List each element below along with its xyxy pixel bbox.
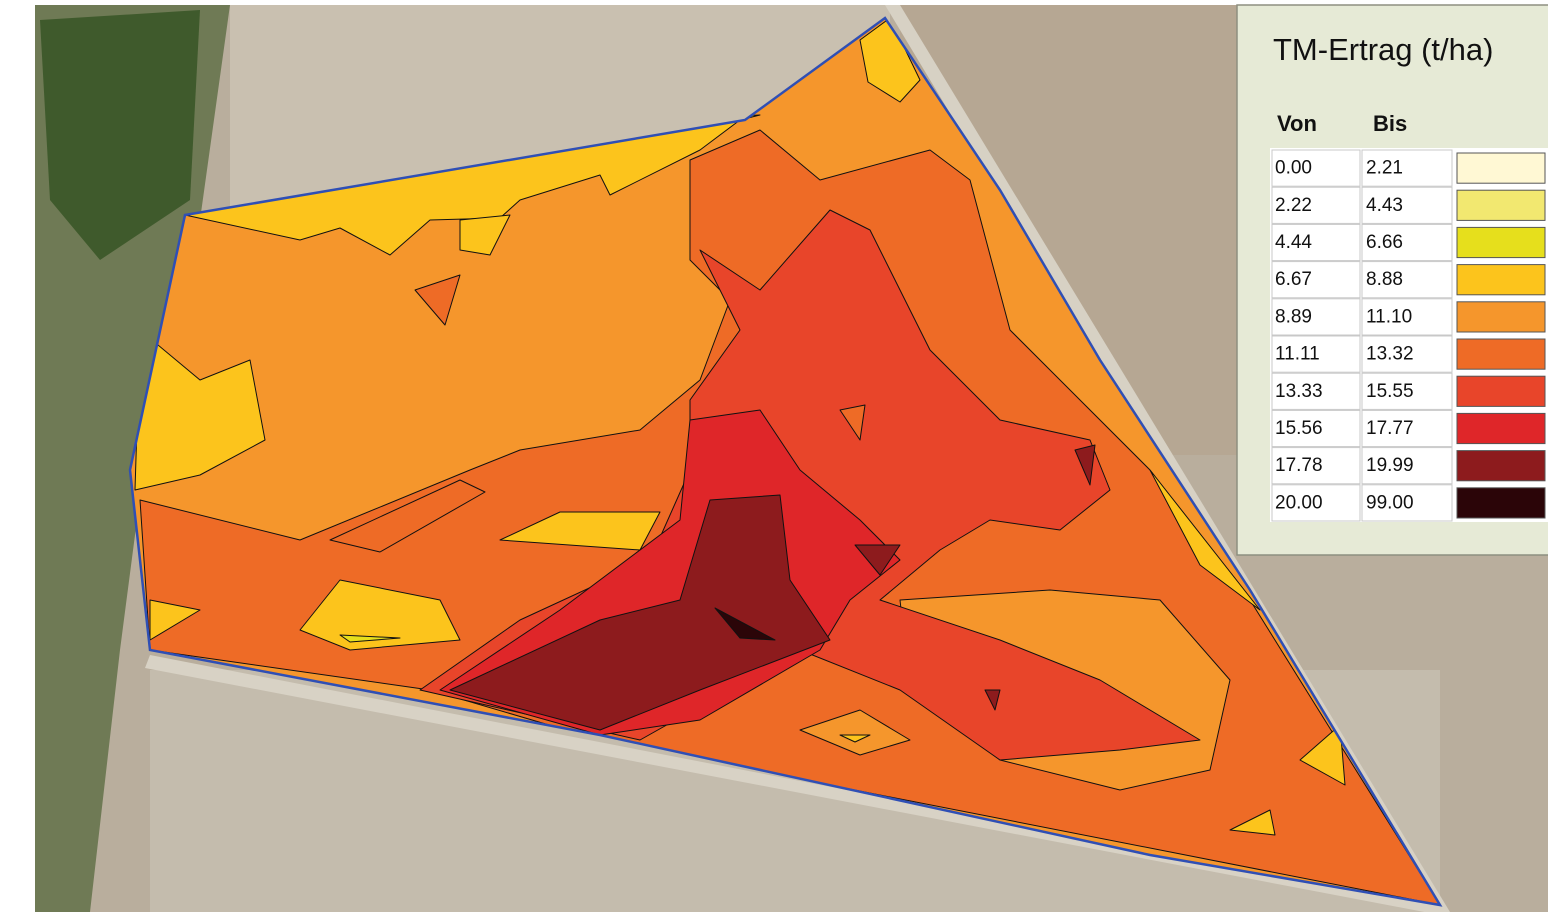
legend-header: Von bbox=[1277, 111, 1317, 136]
zone bbox=[714, 607, 776, 641]
from-value: 4.44 bbox=[1275, 232, 1312, 253]
cell-border bbox=[1271, 186, 1361, 224]
color-swatch bbox=[1456, 189, 1546, 221]
cell-border bbox=[1271, 261, 1361, 299]
to-value: 4.43 bbox=[1366, 195, 1403, 216]
from-value: 20.00 bbox=[1275, 492, 1323, 513]
zone bbox=[449, 494, 831, 731]
from-value: 0.00 bbox=[1275, 158, 1312, 179]
zone bbox=[1299, 724, 1346, 786]
to-value: 11.10 bbox=[1366, 306, 1412, 327]
zone bbox=[859, 18, 921, 103]
cell-border bbox=[1361, 484, 1453, 522]
cell-border bbox=[1361, 186, 1453, 224]
color-swatch bbox=[1456, 338, 1546, 370]
to-value: 19.99 bbox=[1366, 455, 1414, 476]
cell-border bbox=[1271, 223, 1361, 262]
cell-border bbox=[1361, 261, 1453, 299]
cell-border bbox=[1361, 335, 1453, 373]
zone bbox=[984, 689, 1001, 711]
color-swatch bbox=[1456, 375, 1546, 407]
from-value: 13.33 bbox=[1275, 381, 1323, 402]
cell-border bbox=[1361, 298, 1453, 336]
zone bbox=[134, 329, 266, 491]
cell-border bbox=[1361, 149, 1453, 187]
legend-panel: TM-Ertrag (t/ha) Von Bis 0.00 2.21 2.22 4.4… bbox=[1236, 4, 1548, 556]
cell-border bbox=[1361, 223, 1453, 262]
legend-rows: 0.00 2.21 2.22 4.43 4.44 6.66 6.67 8.88 8.89 11.1… bbox=[1271, 149, 1546, 522]
color-swatch bbox=[1456, 301, 1546, 333]
color-swatch bbox=[1456, 487, 1546, 519]
zone bbox=[839, 734, 871, 743]
color-swatch bbox=[1456, 412, 1546, 445]
from-value: 17.78 bbox=[1275, 455, 1323, 476]
from-value: 8.89 bbox=[1275, 306, 1312, 327]
zone bbox=[499, 511, 661, 551]
zone bbox=[149, 599, 201, 641]
zone bbox=[1229, 809, 1276, 836]
to-value: 6.66 bbox=[1366, 232, 1403, 253]
legend-title: TM-Ertrag (t/ha) bbox=[1273, 32, 1493, 67]
color-swatch bbox=[1456, 226, 1546, 259]
zone bbox=[854, 544, 901, 576]
zone bbox=[1074, 444, 1096, 486]
field-boundary bbox=[128, 16, 1443, 907]
zone bbox=[414, 274, 461, 326]
color-swatch bbox=[1456, 450, 1546, 482]
zone bbox=[839, 404, 866, 441]
zone bbox=[339, 634, 401, 643]
to-value: 99.00 bbox=[1366, 492, 1414, 513]
to-value: 15.55 bbox=[1366, 381, 1414, 402]
zone bbox=[1149, 469, 1261, 611]
zone bbox=[329, 479, 486, 553]
cell-border bbox=[1271, 372, 1361, 410]
from-value: 15.56 bbox=[1275, 418, 1323, 439]
from-value: 6.67 bbox=[1275, 269, 1312, 290]
cell-border bbox=[1271, 447, 1361, 485]
cell-border bbox=[1361, 447, 1453, 485]
zone bbox=[799, 709, 911, 756]
to-value: 13.32 bbox=[1366, 344, 1414, 365]
zone bbox=[459, 214, 511, 256]
cell-border bbox=[1271, 409, 1361, 448]
cell-border bbox=[1361, 409, 1453, 448]
to-value: 17.77 bbox=[1366, 418, 1414, 439]
cell-border bbox=[1271, 149, 1361, 187]
color-swatch bbox=[1456, 152, 1546, 184]
to-value: 2.21 bbox=[1366, 158, 1403, 179]
legend-header: Bis bbox=[1373, 111, 1407, 136]
cell-border bbox=[1271, 484, 1361, 522]
cell-border bbox=[1361, 372, 1453, 410]
cell-border bbox=[1271, 298, 1361, 336]
from-value: 2.22 bbox=[1275, 195, 1312, 216]
color-swatch bbox=[1456, 264, 1546, 296]
zone bbox=[299, 579, 461, 651]
from-value: 11.11 bbox=[1275, 344, 1320, 365]
to-value: 8.88 bbox=[1366, 269, 1403, 290]
cell-border bbox=[1271, 335, 1361, 373]
